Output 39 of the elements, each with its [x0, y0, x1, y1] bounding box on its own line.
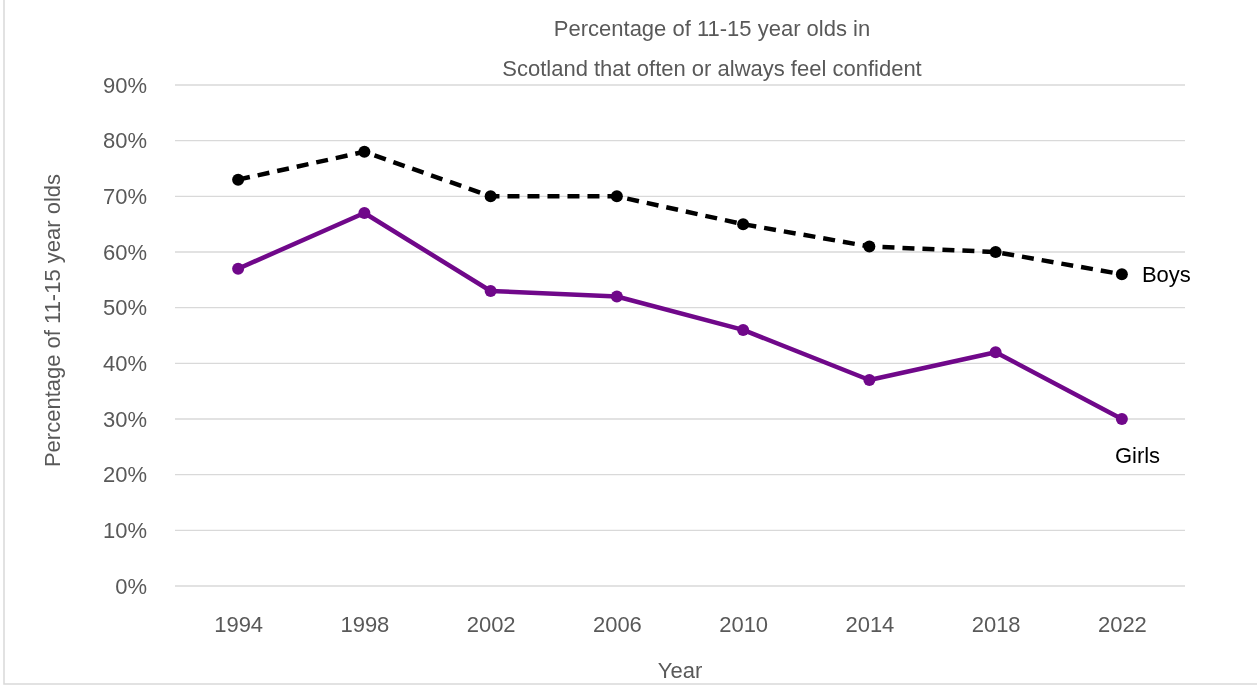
y-tick-label: 20% — [102, 462, 147, 488]
x-tick-label: 2002 — [466, 611, 516, 637]
x-tick-label: 1994 — [214, 611, 264, 637]
point — [1115, 413, 1128, 425]
point — [484, 190, 497, 203]
series-label: Boys — [1141, 262, 1191, 288]
point — [863, 374, 876, 387]
y-tick-label: 30% — [102, 406, 147, 432]
y-tick-label: 70% — [102, 183, 147, 209]
y-tick-label: 40% — [102, 350, 147, 376]
point — [484, 284, 497, 297]
point — [610, 190, 623, 203]
x-tick-label: 1998 — [340, 611, 390, 637]
point — [232, 262, 245, 275]
y-axis-title: Percentage of 11-15 year olds — [40, 173, 65, 468]
point — [737, 218, 750, 231]
point — [358, 145, 371, 158]
x-tick-label: 2006 — [592, 611, 642, 637]
point — [232, 173, 245, 186]
y-tick-label: 50% — [102, 295, 147, 321]
point — [989, 246, 1002, 258]
series-label: Girls — [1114, 443, 1161, 468]
y-tick-label: 60% — [102, 239, 147, 265]
x-axis-title: Year — [657, 658, 703, 683]
point — [1115, 268, 1128, 281]
y-tick-label: 0% — [115, 573, 147, 599]
x-tick-label: 2018 — [971, 611, 1021, 637]
point — [989, 346, 1002, 359]
point — [737, 323, 750, 336]
point — [863, 240, 876, 253]
x-tick-label: 2022 — [1097, 611, 1147, 637]
y-tick-label: 90% — [102, 72, 147, 98]
point — [358, 207, 371, 220]
x-tick-label: 2010 — [719, 611, 769, 637]
x-tick-label: 2014 — [845, 611, 895, 637]
y-tick-label: 10% — [102, 517, 147, 543]
y-tick-label: 80% — [102, 128, 147, 154]
chart-title: Percentage of 11-15 year olds in Scotland that often or always feel confident — [502, 16, 922, 81]
point — [610, 290, 623, 303]
